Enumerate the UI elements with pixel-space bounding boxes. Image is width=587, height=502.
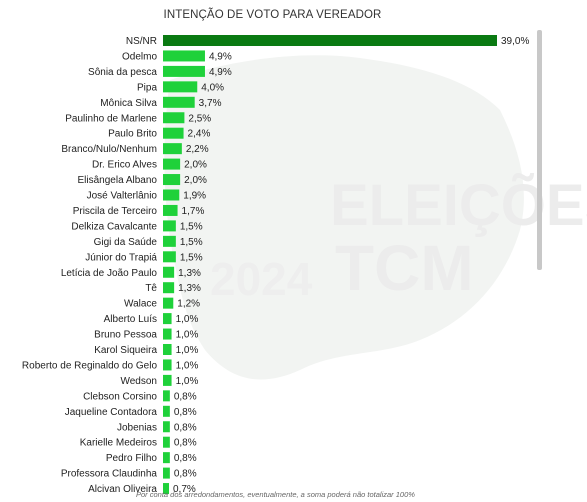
- value-label: 2,4%: [188, 129, 211, 140]
- value-label: 4,9%: [209, 51, 232, 62]
- bar: [163, 81, 198, 93]
- category-label: Paulo Brito: [108, 129, 157, 140]
- bar: [163, 390, 170, 402]
- bar: [163, 65, 205, 77]
- value-label: 2,2%: [186, 144, 209, 155]
- chart-title: INTENÇÃO DE VOTO PARA VEREADOR: [163, 9, 382, 21]
- value-label: 4,0%: [201, 82, 224, 93]
- bar: [163, 96, 195, 108]
- category-label: NS/NR: [126, 36, 157, 47]
- category-label: Jobenias: [117, 422, 157, 433]
- value-label: 0,7%: [173, 484, 196, 495]
- watermark-map-shape: [164, 55, 524, 380]
- category-label: Alcivan Oliveira: [88, 484, 157, 495]
- category-label: Karielle Medeiros: [80, 438, 157, 449]
- value-label: 0,8%: [174, 422, 197, 433]
- value-label: 4,9%: [209, 67, 232, 78]
- category-label: Pedro Filho: [106, 453, 158, 464]
- category-label: Karol Siqueira: [94, 345, 157, 356]
- value-label: 1,5%: [180, 252, 203, 263]
- category-label: Delkiza Cavalcante: [71, 221, 157, 232]
- value-label: 1,7%: [182, 206, 205, 217]
- bar: [163, 452, 170, 464]
- value-label: 1,3%: [178, 283, 201, 294]
- bar: [163, 328, 172, 340]
- value-label: 1,0%: [176, 314, 199, 325]
- bar: [163, 297, 174, 309]
- category-label: Letícia de João Paulo: [61, 268, 158, 279]
- bar: [163, 266, 175, 278]
- value-label: 1,3%: [178, 268, 201, 279]
- category-label: Tê: [145, 283, 157, 294]
- category-label: Bruno Pessoa: [94, 330, 157, 341]
- bar: [163, 112, 185, 124]
- bar: [163, 467, 170, 479]
- bar: [163, 35, 497, 46]
- category-label: Roberto de Reginaldo do Gelo: [22, 360, 158, 371]
- value-label: 1,5%: [180, 221, 203, 232]
- value-label: 0,8%: [174, 438, 197, 449]
- value-label: 39,0%: [501, 36, 529, 47]
- value-label: 1,0%: [176, 360, 199, 371]
- value-label: 1,9%: [183, 191, 206, 202]
- value-label: 0,8%: [174, 453, 197, 464]
- value-label: 0,8%: [174, 391, 197, 402]
- category-label: Alberto Luís: [104, 314, 157, 325]
- value-label: 1,2%: [177, 299, 200, 310]
- vertical-scrollbar[interactable]: [537, 30, 542, 270]
- value-label: 0,8%: [174, 407, 197, 418]
- category-label: Júnior do Trapiá: [85, 252, 157, 263]
- watermark-line2: TCM: [335, 232, 474, 304]
- category-label: Elisângela Albano: [77, 175, 157, 186]
- category-label: Odelmo: [122, 51, 157, 62]
- category-label: Wedson: [120, 376, 157, 387]
- bar: [163, 189, 180, 201]
- bar: [163, 174, 181, 186]
- category-label: Walace: [124, 299, 157, 310]
- bar: [163, 313, 172, 325]
- value-label: 0,8%: [174, 469, 197, 480]
- category-label: Pipa: [137, 82, 157, 93]
- footnote: Por conta dos arredondamentos, eventualm…: [136, 490, 415, 499]
- watermark-line1: ELEIÇÕES: [330, 173, 587, 238]
- category-label: Branco/Nulo/Nenhum: [61, 144, 157, 155]
- value-label: 1,0%: [176, 345, 199, 356]
- bar: [163, 235, 176, 247]
- category-label: Clebson Corsino: [83, 391, 157, 402]
- bar: [163, 158, 181, 170]
- category-label: Dr. Erico Alves: [92, 160, 157, 171]
- bar: [163, 421, 170, 433]
- bar: [163, 251, 176, 263]
- bar: [163, 483, 169, 495]
- value-label: 1,0%: [176, 376, 199, 387]
- value-label: 2,0%: [184, 160, 207, 171]
- bar: [163, 405, 170, 417]
- bar: [163, 143, 182, 155]
- bar: [163, 282, 175, 294]
- value-label: 1,0%: [176, 330, 199, 341]
- value-label: 1,5%: [180, 237, 203, 248]
- bar: [163, 220, 176, 232]
- bar: [163, 204, 178, 216]
- value-label: 3,7%: [199, 98, 222, 109]
- category-label: Sônia da pesca: [88, 67, 157, 78]
- value-label: 2,5%: [188, 113, 211, 124]
- category-label: Professora Claudinha: [61, 469, 158, 480]
- bar: [163, 359, 172, 371]
- category-label: José Valterlânio: [87, 191, 158, 202]
- category-label: Priscila de Terceiro: [73, 206, 158, 217]
- bar: [163, 374, 172, 386]
- bar: [163, 50, 205, 62]
- bar: [163, 127, 184, 139]
- watermark-year: 2024: [210, 253, 313, 305]
- value-label: 2,0%: [184, 175, 207, 186]
- bar: [163, 344, 172, 355]
- bar: [163, 436, 170, 448]
- category-label: Jaqueline Contadora: [65, 407, 158, 418]
- category-label: Paulinho de Marlene: [65, 113, 157, 124]
- category-label: Mônica Silva: [100, 98, 157, 109]
- category-label: Gigi da Saúde: [94, 237, 158, 248]
